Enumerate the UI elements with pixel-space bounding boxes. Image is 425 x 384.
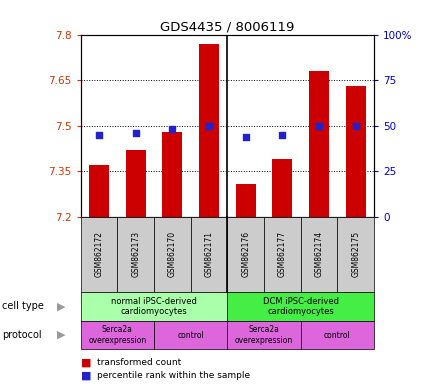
Text: ■: ■ — [81, 358, 91, 368]
Point — [352, 123, 359, 129]
Text: ▶: ▶ — [57, 301, 66, 311]
Text: GSM862176: GSM862176 — [241, 231, 250, 278]
Text: GSM862170: GSM862170 — [168, 231, 177, 278]
Point — [132, 130, 139, 136]
Text: DCM iPSC-derived
cardiomyocytes: DCM iPSC-derived cardiomyocytes — [263, 296, 339, 316]
Text: percentile rank within the sample: percentile rank within the sample — [97, 371, 250, 380]
Text: control: control — [177, 331, 204, 339]
Bar — [199, 44, 219, 217]
Bar — [126, 150, 146, 217]
Bar — [272, 159, 292, 217]
Bar — [89, 165, 109, 217]
Point — [316, 123, 323, 129]
Bar — [162, 132, 182, 217]
Point — [242, 134, 249, 140]
Text: GSM862174: GSM862174 — [314, 231, 323, 278]
Text: GSM862173: GSM862173 — [131, 231, 140, 278]
Text: ■: ■ — [81, 371, 91, 381]
Text: Serca2a
overexpression: Serca2a overexpression — [235, 325, 293, 345]
Text: GSM862171: GSM862171 — [204, 232, 213, 277]
Point — [279, 132, 286, 138]
Point — [96, 132, 102, 138]
Text: ▶: ▶ — [57, 330, 66, 340]
Text: protocol: protocol — [2, 330, 42, 340]
Bar — [235, 184, 256, 217]
Text: normal iPSC-derived
cardiomyocytes: normal iPSC-derived cardiomyocytes — [111, 296, 197, 316]
Text: transformed count: transformed count — [97, 358, 181, 367]
Text: GSM862175: GSM862175 — [351, 231, 360, 278]
Text: GSM862177: GSM862177 — [278, 231, 287, 278]
Bar — [309, 71, 329, 217]
Text: Serca2a
overexpression: Serca2a overexpression — [88, 325, 147, 345]
Text: control: control — [324, 331, 351, 339]
Text: cell type: cell type — [2, 301, 44, 311]
Point — [169, 126, 176, 132]
Point — [206, 123, 212, 129]
Text: GSM862172: GSM862172 — [95, 232, 104, 277]
Title: GDS4435 / 8006119: GDS4435 / 8006119 — [160, 20, 295, 33]
Bar — [346, 86, 366, 217]
